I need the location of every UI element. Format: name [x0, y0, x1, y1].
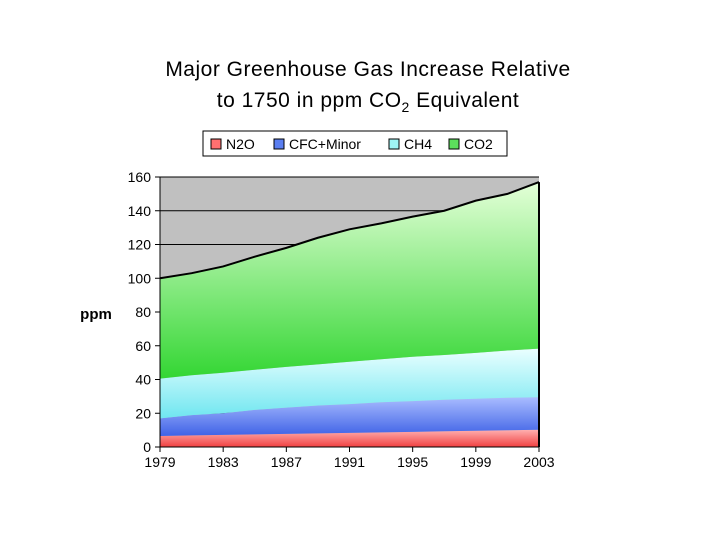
x-tick-label-1983: 1983: [208, 454, 239, 470]
y-tick-label-0: 0: [143, 439, 151, 455]
chart-legend: N2O CFC+Minor CH4 CO2: [202, 130, 508, 157]
y-tick-label-20: 20: [135, 405, 151, 421]
x-tick-label-1991: 1991: [334, 454, 365, 470]
x-tick-label-1999: 1999: [460, 454, 491, 470]
chart-title-line2-sub: 2: [402, 99, 410, 115]
legend-swatch-n2o: [210, 138, 222, 150]
area-n2o: [160, 429, 539, 447]
y-tick-label-60: 60: [135, 338, 151, 354]
y-tick-label-140: 140: [128, 203, 152, 219]
legend-label-cfc-minor: CFC+Minor: [289, 136, 361, 152]
y-axis-label: ppm: [80, 306, 112, 323]
total-outline: [159, 181, 540, 280]
y-tick-label-80: 80: [135, 304, 151, 320]
chart-title-line1: Major Greenhouse Gas Increase Relative: [165, 58, 570, 81]
area-ch4: [160, 348, 539, 419]
area-cfc-minor: [160, 397, 539, 437]
y-axis-ticks: 0 20 40 60 80 100 120 140 160: [128, 169, 160, 455]
chart-title-line2-prefix: to 1750 in ppm CO: [217, 89, 402, 112]
x-tick-label-1995: 1995: [397, 454, 428, 470]
y-tick-label-120: 120: [128, 237, 152, 253]
area-co2: [160, 182, 539, 379]
legend-swatch-co2: [448, 138, 460, 150]
legend-label-co2: CO2: [464, 136, 493, 152]
x-tick-label-2003: 2003: [523, 454, 554, 470]
x-tick-label-1987: 1987: [271, 454, 302, 470]
y-tick-label-100: 100: [128, 270, 152, 286]
y-tick-label-40: 40: [135, 372, 151, 388]
legend-label-ch4: CH4: [404, 136, 432, 152]
legend-label-n2o: N2O: [226, 136, 255, 152]
legend-swatch-ch4: [388, 138, 400, 150]
legend-swatch-cfc-minor: [273, 138, 285, 150]
area-series: [159, 181, 540, 447]
chart-title-line2-suffix: Equivalent: [410, 89, 519, 112]
y-tick-label-160: 160: [128, 169, 152, 185]
chart-title-line2: to 1750 in ppm CO2 Equivalent: [217, 89, 519, 115]
x-axis-ticks: 1979 1983 1987 1991 1995 1999 2003: [144, 447, 555, 470]
x-tick-label-1979: 1979: [144, 454, 175, 470]
